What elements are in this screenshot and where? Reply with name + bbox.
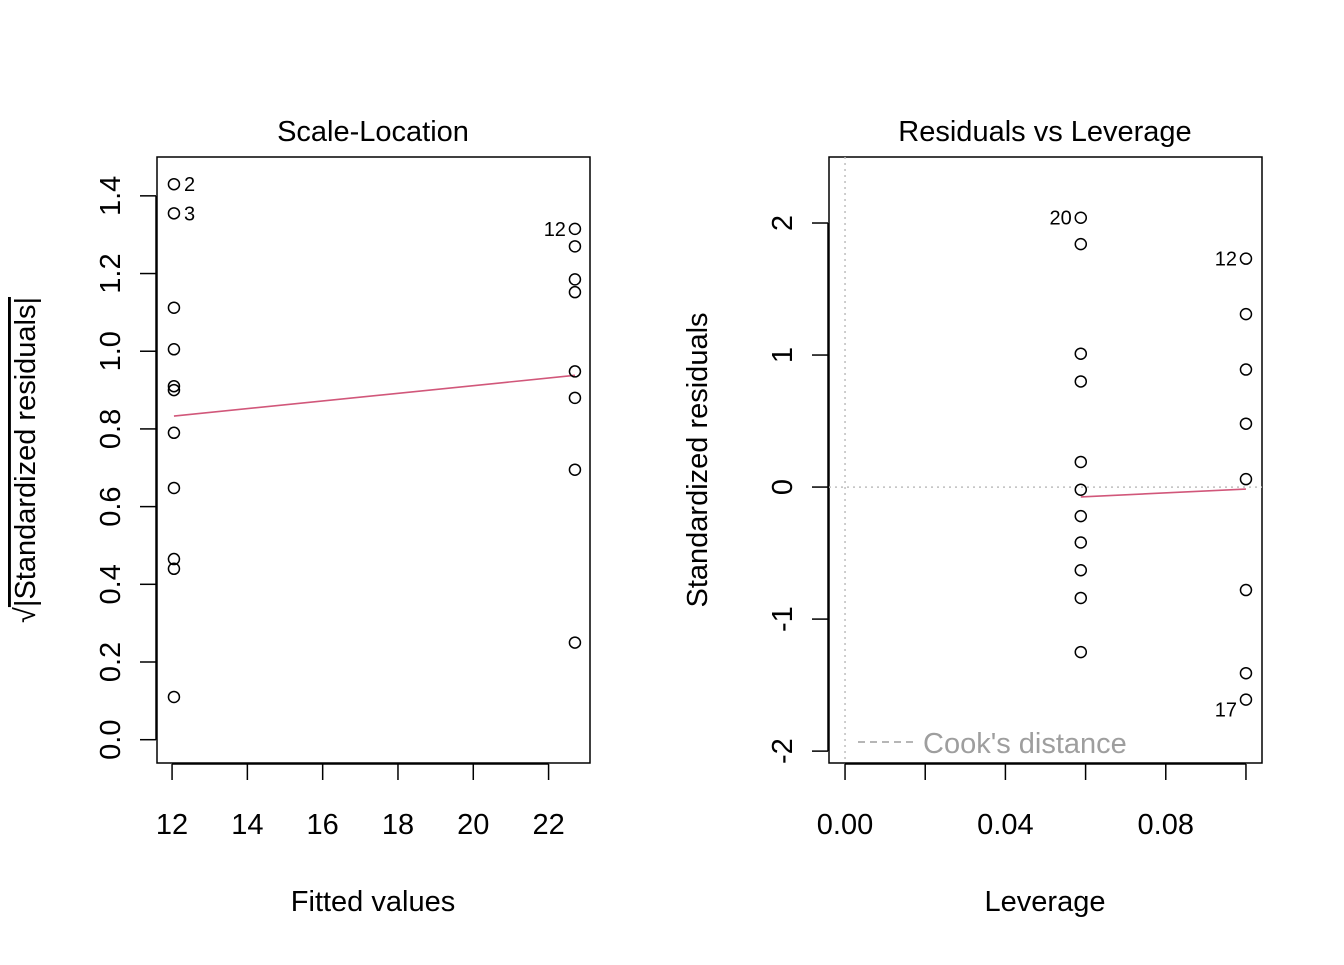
y-axis-label: Standardized residuals: [682, 312, 714, 607]
y-tick-label: 2: [767, 215, 799, 231]
y-axis-label: √|Standardized residuals|: [10, 297, 42, 623]
point-label: 20: [1050, 208, 1072, 230]
legend-label: Cook's distance: [923, 728, 1127, 760]
chart-title: Residuals vs Leverage: [898, 116, 1191, 148]
y-tick-label: 0.8: [95, 409, 127, 449]
x-tick-label: 0.08: [1138, 809, 1194, 841]
point-label: 12: [544, 219, 566, 241]
y-tick-label: 1: [767, 347, 799, 363]
y-tick-label: -2: [767, 738, 799, 764]
data-point: [167, 426, 181, 440]
data-point: [1074, 211, 1088, 224]
y-tick-label: -1: [767, 606, 799, 632]
data-point: [1074, 591, 1088, 605]
data-point: [1239, 307, 1253, 321]
y-tick-label: 1.4: [95, 176, 127, 216]
data-point: [167, 301, 181, 314]
point-group: 2 3 12: [167, 174, 582, 704]
data-point: [568, 273, 582, 286]
y-tick-label: 0.0: [95, 720, 127, 760]
data-point: [167, 552, 181, 566]
y-tick-label: 1.0: [95, 331, 127, 371]
data-point: [1074, 347, 1088, 360]
x-axis: 0.00 0.04 0.08: [817, 763, 1247, 841]
data-point: [1239, 666, 1253, 680]
smoother-line: [1080, 488, 1247, 498]
data-point: [1074, 563, 1088, 577]
data-point: [568, 365, 582, 378]
data-point: [1239, 417, 1253, 430]
y-tick-label: 1.2: [95, 253, 127, 293]
data-point: [1239, 583, 1253, 597]
x-axis: 12 14 16 18 20 22: [156, 763, 565, 841]
y-tick-label: 0.4: [95, 564, 127, 604]
y-axis: -2 -1 0 1 2: [767, 215, 829, 764]
data-point: [1239, 472, 1253, 486]
legend: Cook's distance: [858, 728, 1127, 760]
y-axis-label-radical: √: [10, 607, 42, 623]
data-point: [1239, 252, 1253, 265]
y-axis-label-text: √|Standardized residuals|: [10, 297, 42, 623]
data-point: [568, 636, 582, 649]
plot-frame: [828, 156, 1263, 764]
smoother-line: [173, 374, 576, 417]
x-axis-label: Leverage: [985, 886, 1106, 918]
data-point: [1074, 455, 1088, 469]
x-tick-label: 20: [457, 809, 489, 841]
data-point: [1074, 645, 1088, 659]
data-point: [1239, 693, 1253, 706]
smoother-line-group: [173, 374, 576, 417]
data-point: [167, 207, 181, 220]
data-point: [167, 481, 181, 495]
data-point: [568, 222, 582, 236]
data-point: [167, 562, 181, 576]
x-axis-label: Fitted values: [291, 886, 455, 918]
x-tick-label: 22: [532, 809, 564, 841]
y-tick-label: 0.6: [95, 486, 127, 526]
y-tick-label: 0.2: [95, 642, 127, 682]
data-point: [1074, 483, 1088, 496]
data-point: [568, 285, 582, 299]
data-point: [1074, 509, 1088, 523]
data-point: [1074, 536, 1088, 549]
y-tick-label: 0: [767, 479, 799, 495]
data-point: [1074, 237, 1088, 251]
smoother-line-group: [1080, 488, 1247, 498]
x-tick-label: 0.04: [977, 809, 1033, 841]
x-tick-label: 14: [231, 809, 263, 841]
plot-frame: [156, 156, 591, 764]
data-point: [167, 379, 181, 393]
x-tick-label: 0.00: [817, 809, 873, 841]
x-tick-label: 16: [307, 809, 339, 841]
panel-scale-location: Scale-Location 12 14 16 18 20 22 0.0 0.2 0.4 0.6…: [10, 116, 591, 918]
data-point: [568, 463, 582, 476]
reference-lines: [829, 157, 1262, 763]
point-group: 20 12 17: [1050, 208, 1253, 722]
x-tick-label: 18: [382, 809, 414, 841]
point-label: 3: [184, 203, 195, 225]
data-point: [1074, 375, 1088, 388]
data-point: [167, 690, 181, 704]
data-point: [568, 391, 582, 405]
data-point: [167, 343, 181, 356]
data-point: [568, 240, 582, 253]
y-axis-label-body: |Standardized residuals|: [10, 297, 42, 607]
data-point: [167, 383, 181, 397]
point-label: 12: [1215, 249, 1237, 271]
point-label: 2: [184, 174, 195, 196]
data-point: [1239, 363, 1253, 376]
y-axis: 0.0 0.2 0.4 0.6 0.8 1.0 1.2 1.4: [95, 176, 157, 760]
x-tick-label: 12: [156, 809, 188, 841]
data-point: [167, 177, 181, 191]
point-label: 17: [1215, 700, 1237, 722]
panel-residuals-vs-leverage: Residuals vs Leverage 0.00 0.04 0.08 -2 -1 0…: [682, 116, 1263, 918]
chart-title: Scale-Location: [277, 116, 469, 148]
